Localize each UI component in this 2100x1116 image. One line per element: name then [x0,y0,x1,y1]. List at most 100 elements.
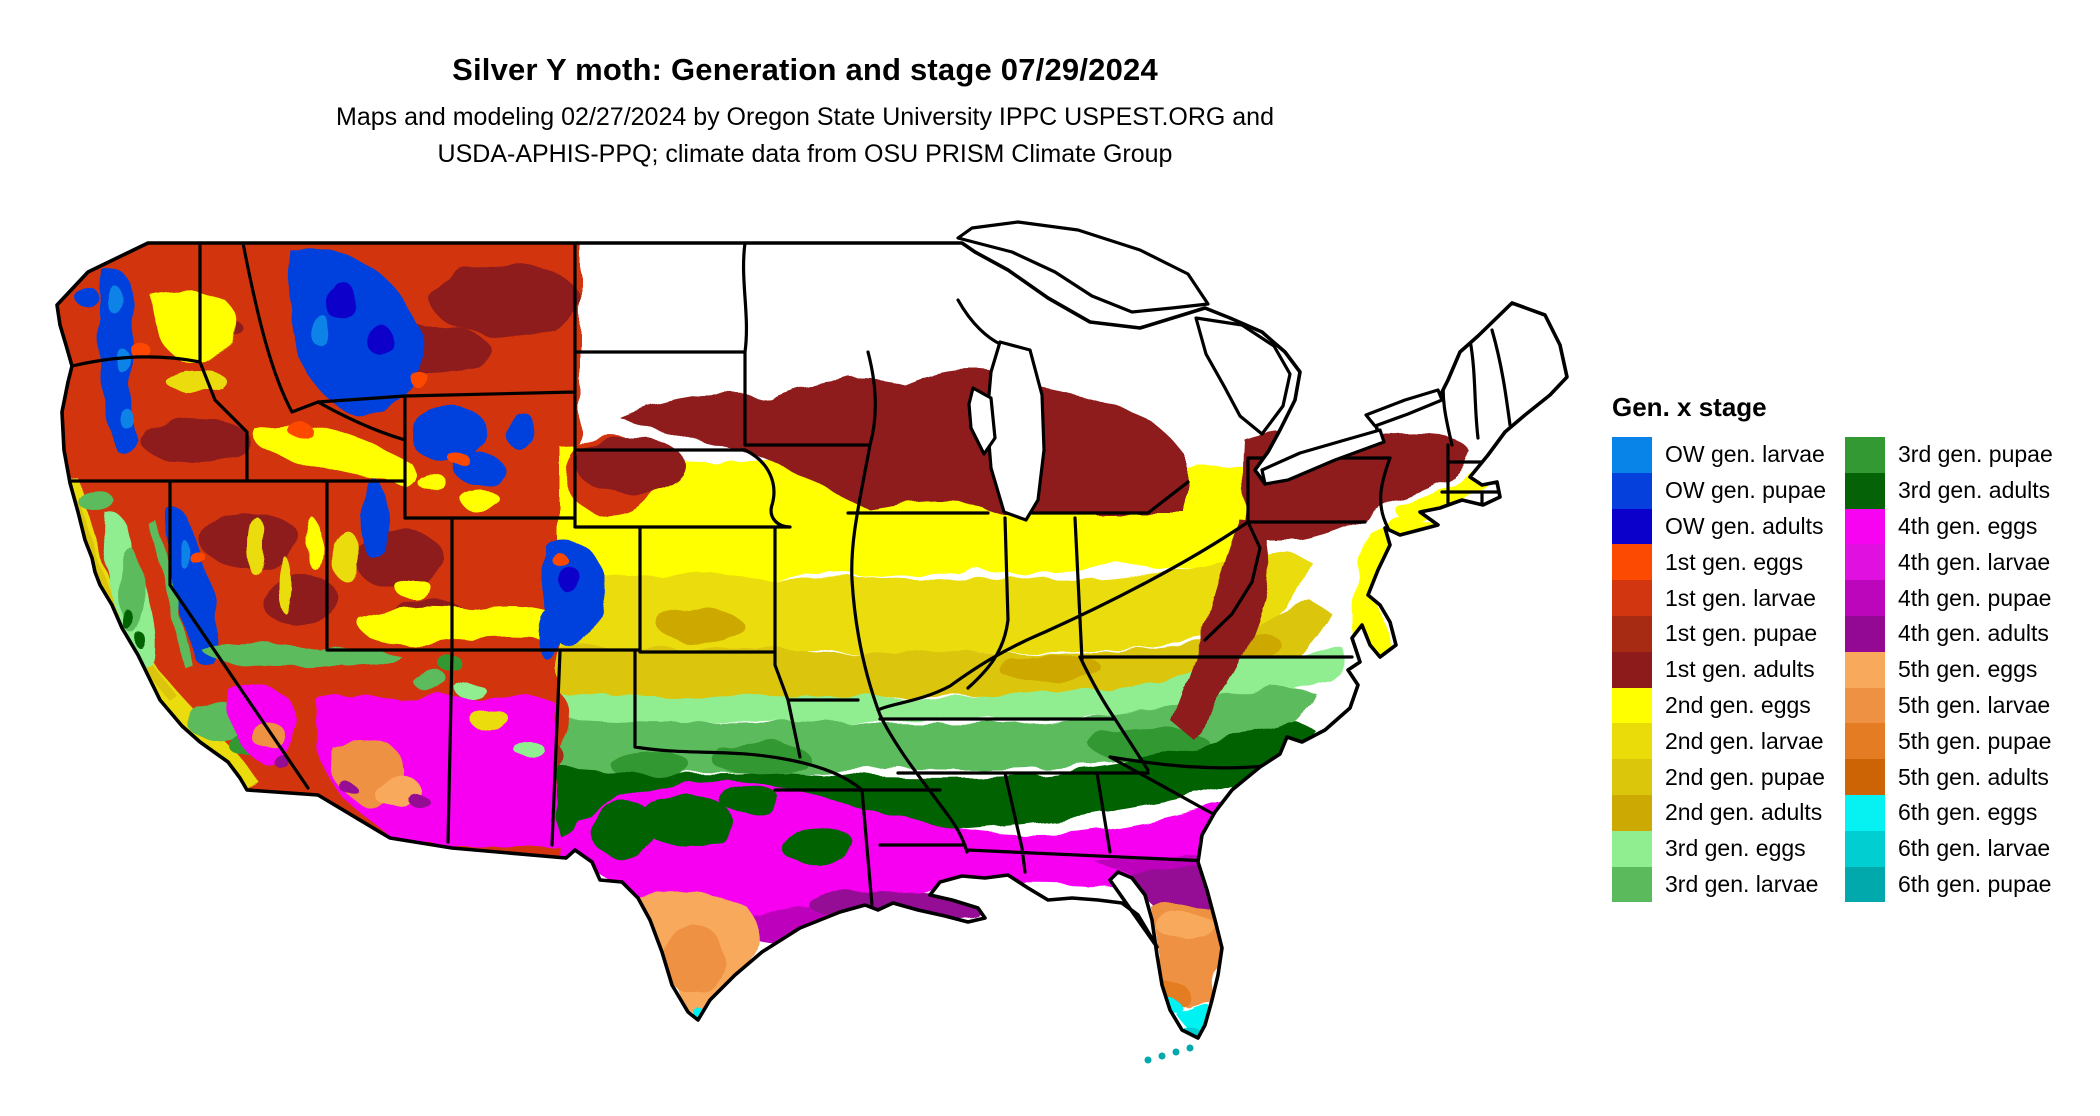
legend-column-2: 3rd gen. pupae 3rd gen. adults 4th gen. eg… [1845,437,2053,903]
legend-swatch [1845,508,1885,545]
legend-swatch [1612,723,1652,760]
lake-erie [1260,428,1386,486]
legend-item: 2nd gen. larvae [1612,723,1845,760]
legend-label: 5th gen. larvae [1898,691,2051,718]
legend-swatch [1845,759,1885,795]
legend-swatch [1612,759,1652,795]
legend-item: 1st gen. adults [1612,651,1845,688]
legend-item: 1st gen. larvae [1612,580,1845,616]
legend-swatch [1845,794,1885,831]
legend-label: 1st gen. eggs [1665,548,1804,575]
great-lakes [956,220,1444,522]
legend-item: OW gen. adults [1612,508,1845,545]
state-borders [60,243,1512,907]
us-outline [55,241,1569,1040]
legend-swatch [1845,866,1885,903]
legend-label: 3rd gen. eggs [1665,835,1806,862]
legend-item: 6th gen. pupae [1845,866,2053,903]
legend-item: 2nd gen. adults [1612,794,1845,831]
legend-label: 4th gen. eggs [1898,512,2038,539]
legend-swatch [1612,615,1652,652]
lake-huron [1194,316,1292,436]
legend-swatch [1612,580,1652,616]
legend-label: OW gen. pupae [1665,477,1827,504]
legend-label: 2nd gen. pupae [1665,763,1825,790]
lake-ontario [1364,388,1444,428]
legend-swatch [1612,651,1652,688]
subtitle-line-1: Maps and modeling 02/27/2024 by Oregon S… [336,103,1274,131]
legend-label: 5th gen. eggs [1898,656,2038,683]
legend-swatch [1612,508,1652,545]
legend-item: 3rd gen. eggs [1612,830,1845,867]
legend-label: 4th gen. larvae [1898,548,2051,575]
legend-swatch [1845,544,1885,581]
legend-label: 4th gen. adults [1898,620,2049,647]
legend-label: 1st gen. larvae [1665,584,1816,611]
legend-label: 2nd gen. eggs [1665,691,1811,718]
legend-label: 1st gen. adults [1665,656,1815,683]
legend-label: 1st gen. pupae [1665,620,1818,647]
legend-label: 4th gen. pupae [1898,584,2052,611]
florida-keys [1144,1044,1194,1064]
legend-item: 6th gen. larvae [1845,830,2053,867]
legend-label: 2nd gen. adults [1665,799,1823,826]
legend-swatch [1845,687,1885,724]
legend-swatch [1845,723,1885,760]
legend-column-1: OW gen. larvae OW gen. pupae OW gen. adult… [1612,437,1845,903]
legend-item: 5th gen. larvae [1845,687,2053,724]
legend-item: 2nd gen. eggs [1612,687,1845,724]
legend-label: 6th gen. larvae [1898,835,2051,862]
legend-swatch [1845,830,1885,867]
lake-superior [956,220,1210,314]
legend-swatch [1612,830,1652,867]
legend-item: 6th gen. eggs [1845,794,2053,831]
legend-swatch [1612,866,1652,903]
legend-label: OW gen. larvae [1665,441,1825,468]
map-regions [57,243,1491,1038]
legend-item: OW gen. larvae [1612,437,1845,473]
subtitle-line-2: USDA-APHIS-PPQ; climate data from OSU PR… [437,140,1173,168]
legend-swatch [1845,437,1885,473]
legend-swatch [1845,615,1885,652]
legend-swatch [1845,580,1885,616]
legend: Gen. x stage OW gen. larvae OW gen. pupae… [1612,392,2053,903]
legend-label: 3rd gen. larvae [1665,870,1819,897]
legend-swatch [1845,472,1885,509]
legend-title: Gen. x stage [1612,392,1767,422]
legend-item: 3rd gen. adults [1845,472,2053,509]
legend-item: 2nd gen. pupae [1612,759,1845,795]
legend-swatch [1845,651,1885,688]
legend-label: 5th gen. pupae [1898,727,2052,754]
page-title: Silver Y moth: Generation and stage 07/2… [452,52,1158,87]
legend-swatch [1612,437,1652,473]
legend-swatch [1612,794,1652,831]
legend-item: 3rd gen. larvae [1612,866,1845,903]
legend-item: 4th gen. adults [1845,615,2053,652]
legend-label: 3rd gen. pupae [1898,441,2053,468]
legend-item: OW gen. pupae [1612,472,1845,509]
legend-label: 2nd gen. larvae [1665,727,1824,754]
legend-label: 6th gen. eggs [1898,799,2038,826]
legend-item: 4th gen. pupae [1845,580,2053,616]
legend-item: 5th gen. eggs [1845,651,2053,688]
legend-label: 3rd gen. adults [1898,477,2051,504]
legend-item: 1st gen. eggs [1612,544,1845,581]
green-bay [967,386,997,456]
legend-item: 1st gen. pupae [1612,615,1845,652]
legend-item: 4th gen. larvae [1845,544,2053,581]
legend-label: OW gen. adults [1665,512,1824,539]
legend-item: 3rd gen. pupae [1845,437,2053,473]
legend-swatch [1612,472,1652,509]
legend-item: 5th gen. pupae [1845,723,2053,760]
page-subtitle: Maps and modeling 02/27/2024 by Oregon S… [0,99,1610,173]
legend-label: 6th gen. pupae [1898,870,2052,897]
legend-columns: OW gen. larvae OW gen. pupae OW gen. adult… [1612,437,2053,903]
legend-swatch [1612,544,1652,581]
legend-label: 5th gen. adults [1898,763,2049,790]
legend-swatch [1612,687,1652,724]
legend-item: 4th gen. eggs [1845,508,2053,545]
legend-item: 5th gen. adults [1845,759,2053,795]
